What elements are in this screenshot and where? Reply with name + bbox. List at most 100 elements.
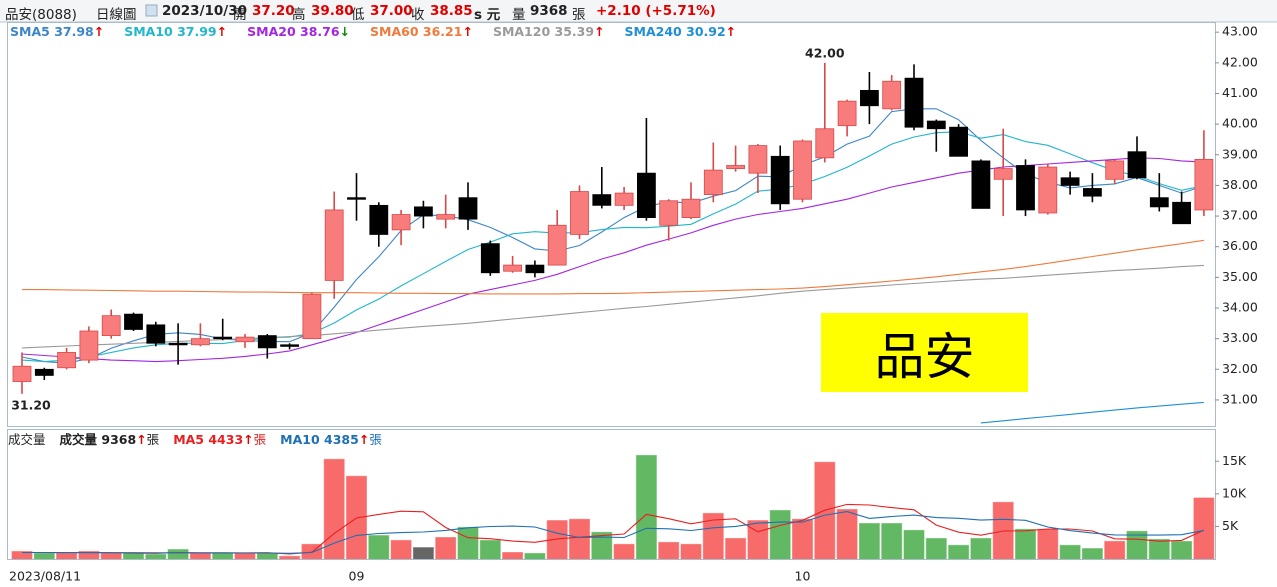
price-annotation: 31.20 <box>11 397 51 412</box>
volume-legend: 成交量 成交量 9368↑張 MA5 4433↑張 MA10 4385↑張 <box>8 429 382 448</box>
legend-unit: 張 <box>146 432 160 447</box>
candle-body <box>1038 166 1058 214</box>
low-value: 37.00 <box>370 3 413 19</box>
volume-bar <box>524 552 546 559</box>
candle-body <box>257 335 277 349</box>
legend-trend: ↑ <box>358 432 370 447</box>
candle-body <box>681 198 701 219</box>
y-tick-label: 38.00 <box>1222 177 1258 192</box>
price-plot <box>12 62 1214 424</box>
legend-value: 35.39 <box>554 24 595 39</box>
y-tick-label: 5K <box>1222 518 1239 533</box>
volume-bar <box>546 520 568 559</box>
candle-body <box>592 194 612 206</box>
watermark: 品安 <box>821 313 1028 392</box>
price-legend: SMA5 37.98↑ SMA10 37.99↑ SMA20 38.76↓ SMA60… <box>10 24 736 39</box>
candle-body <box>614 192 634 206</box>
legend-trend: ↑ <box>216 24 228 39</box>
legend-value: 4433 <box>208 432 244 447</box>
stock-name: 品安(8088) <box>5 7 77 23</box>
legend-value: 37.98 <box>54 24 94 39</box>
date: 2023/10/30 <box>162 3 248 19</box>
volume-bar <box>1193 497 1215 559</box>
volume-bar <box>725 537 747 559</box>
volume-bar <box>1126 530 1148 559</box>
volume-bar <box>167 549 189 559</box>
volume-bar <box>1081 548 1103 559</box>
candle-body <box>726 165 745 169</box>
volume-unit: 張 <box>572 7 586 23</box>
candle-body <box>190 338 210 346</box>
volume-bar <box>1037 528 1059 559</box>
volume-bar <box>613 543 635 559</box>
candle-body <box>659 200 679 226</box>
candle-body <box>235 336 255 343</box>
checkbox-icon[interactable] <box>145 4 158 17</box>
legend-item: SMA10 37.99↑ <box>124 24 227 39</box>
volume-bar <box>189 552 211 559</box>
legend-item: MA10 4385↑張 <box>280 429 382 448</box>
volume-bar <box>323 458 345 559</box>
volume-bar <box>279 555 301 559</box>
y-tick-label: 35.00 <box>1222 269 1258 284</box>
candle-body <box>458 197 478 220</box>
sma-line <box>21 264 1204 349</box>
volume-bar <box>769 509 791 559</box>
x-tick-label: 10 <box>795 569 811 584</box>
open-label: 開 <box>233 7 247 23</box>
sma-line <box>22 239 1204 295</box>
volume-bar <box>903 529 925 559</box>
low-label: 低 <box>351 7 365 23</box>
volume-bar <box>390 539 412 559</box>
candle-body <box>926 120 946 130</box>
legend-name: SMA120 <box>492 24 551 39</box>
x-tick-label: 2023/08/11 <box>9 569 81 584</box>
candle-body <box>124 313 143 330</box>
volume-bar <box>1171 540 1193 559</box>
volume-bar <box>368 535 390 559</box>
volume-bar <box>970 537 992 559</box>
volume-bar <box>100 552 122 559</box>
volume-bar <box>747 520 769 559</box>
volume-ma-line <box>22 511 1205 554</box>
candle-body <box>837 100 857 127</box>
volume-bar <box>858 522 880 559</box>
legend-item: 成交量 9368↑張 <box>60 429 160 448</box>
candle-body <box>703 169 723 196</box>
candle-body <box>882 80 902 110</box>
y-tick-label: 42.00 <box>1222 54 1258 69</box>
volume-label: 量 <box>512 7 526 23</box>
volume-bar <box>412 547 434 559</box>
volume-bar <box>1015 528 1036 559</box>
legend-item: SMA60 36.21↑ <box>370 24 473 39</box>
volume-bar <box>591 531 613 559</box>
change: +2.10 (+5.71%) <box>596 3 716 19</box>
legend-trend: ↑ <box>725 24 737 39</box>
legend-trend: ↑ <box>243 432 254 447</box>
legend-value: 37.99 <box>177 24 217 39</box>
candle-body <box>1105 160 1125 180</box>
volume-bar <box>78 551 100 559</box>
volume-bar <box>925 537 947 559</box>
candle-body <box>1016 165 1035 211</box>
y-tick-label: 41.00 <box>1222 85 1258 100</box>
legend-trend: ↑ <box>136 432 147 447</box>
volume-bar <box>502 551 524 559</box>
volume-bar <box>33 552 55 559</box>
sma-line <box>21 131 1205 363</box>
candle-body <box>904 77 924 128</box>
volume-bar <box>123 552 144 559</box>
legend-name: MA10 <box>280 432 320 447</box>
volume-bar <box>145 553 167 559</box>
y-tick-label: 40.00 <box>1222 116 1258 131</box>
volume-bar <box>792 518 813 559</box>
candle-body <box>480 243 500 274</box>
volume-bar <box>256 552 278 559</box>
legend-trend: ↑ <box>594 24 605 39</box>
candle-body <box>1194 158 1214 211</box>
y-tick-label: 15K <box>1222 453 1247 468</box>
candle-body <box>168 342 188 346</box>
legend-name: SMA10 <box>124 24 173 39</box>
